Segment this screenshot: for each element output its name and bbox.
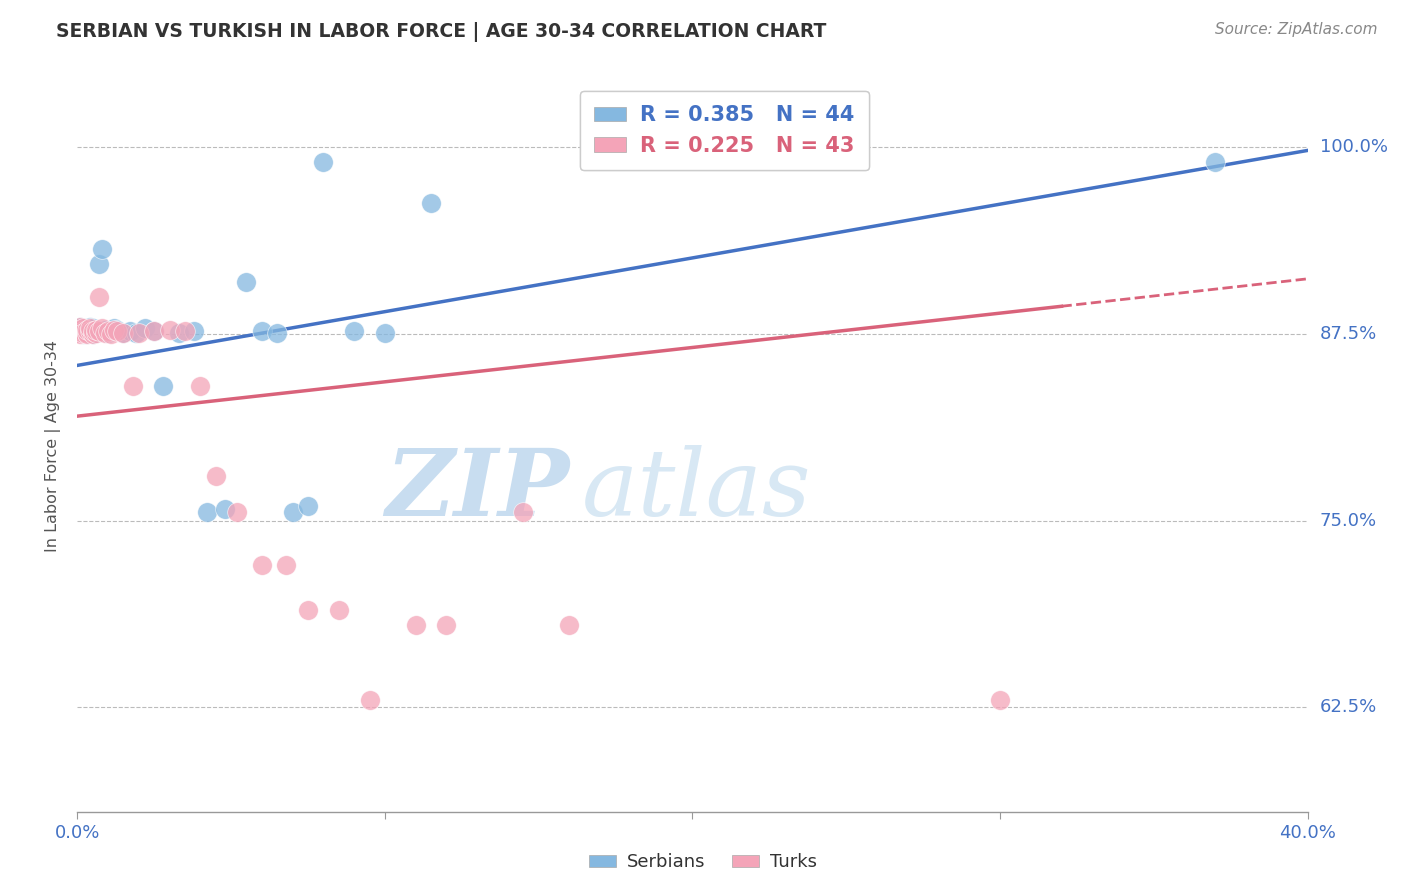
- Point: [72, 326, 94, 340]
- Point: [87, 257, 110, 271]
- Point: [94, 326, 117, 340]
- Point: [204, 468, 226, 483]
- Point: [143, 324, 166, 338]
- Point: [214, 501, 236, 516]
- Point: [79, 319, 101, 334]
- Point: [72, 326, 94, 341]
- Point: [297, 603, 319, 617]
- Point: [420, 195, 443, 210]
- Point: [72, 324, 94, 338]
- Text: 62.5%: 62.5%: [1320, 698, 1376, 716]
- Point: [69, 319, 91, 334]
- Text: atlas: atlas: [582, 445, 811, 535]
- Legend: Serbians, Turks: Serbians, Turks: [582, 847, 824, 879]
- Point: [90, 321, 114, 335]
- Point: [167, 326, 190, 340]
- Point: [72, 326, 94, 340]
- Point: [312, 155, 335, 169]
- Point: [343, 324, 366, 338]
- Point: [84, 326, 107, 340]
- Point: [152, 379, 174, 393]
- Text: 87.5%: 87.5%: [1320, 325, 1376, 343]
- Point: [97, 326, 120, 340]
- Point: [76, 326, 98, 340]
- Point: [436, 618, 458, 632]
- Point: [84, 326, 107, 340]
- Point: [79, 324, 101, 338]
- Point: [97, 324, 120, 338]
- Point: [276, 558, 298, 573]
- Point: [82, 324, 104, 338]
- Text: 100.0%: 100.0%: [1320, 138, 1388, 156]
- Point: [103, 322, 125, 336]
- Point: [72, 321, 94, 335]
- Point: [69, 322, 91, 336]
- Point: [82, 326, 104, 341]
- Point: [84, 322, 107, 336]
- Point: [183, 324, 205, 338]
- Point: [82, 324, 104, 338]
- Point: [226, 505, 249, 519]
- Point: [195, 505, 218, 519]
- Point: [76, 326, 98, 340]
- Point: [134, 321, 156, 335]
- Point: [558, 618, 581, 632]
- Point: [72, 321, 94, 335]
- Point: [112, 326, 135, 340]
- Point: [69, 326, 91, 341]
- Point: [250, 558, 273, 573]
- Point: [69, 319, 91, 334]
- Point: [143, 324, 166, 338]
- Point: [297, 499, 319, 513]
- Point: [988, 692, 1011, 706]
- Text: Source: ZipAtlas.com: Source: ZipAtlas.com: [1215, 22, 1378, 37]
- Point: [76, 326, 98, 341]
- Point: [79, 321, 101, 335]
- Point: [359, 692, 381, 706]
- Point: [128, 326, 150, 340]
- Point: [405, 618, 427, 632]
- Point: [512, 505, 534, 519]
- Point: [79, 324, 101, 338]
- Point: [188, 379, 212, 393]
- Point: [235, 275, 257, 289]
- Point: [112, 326, 135, 340]
- Point: [1204, 155, 1226, 169]
- Text: 75.0%: 75.0%: [1320, 512, 1376, 530]
- Point: [103, 321, 125, 335]
- Text: SERBIAN VS TURKISH IN LABOR FORCE | AGE 30-34 CORRELATION CHART: SERBIAN VS TURKISH IN LABOR FORCE | AGE …: [56, 22, 827, 42]
- Point: [84, 322, 107, 336]
- Point: [69, 326, 91, 340]
- Point: [174, 324, 197, 338]
- Point: [76, 322, 98, 336]
- Point: [76, 326, 98, 341]
- Point: [69, 322, 91, 336]
- Text: ZIP: ZIP: [385, 445, 569, 535]
- Point: [374, 326, 396, 340]
- Point: [72, 324, 94, 338]
- Point: [87, 290, 110, 304]
- Point: [159, 322, 181, 336]
- Point: [250, 324, 273, 338]
- Point: [121, 379, 143, 393]
- Point: [82, 326, 104, 341]
- Point: [76, 322, 98, 336]
- Point: [94, 322, 117, 336]
- Point: [266, 326, 288, 340]
- Y-axis label: In Labor Force | Age 30-34: In Labor Force | Age 30-34: [45, 340, 62, 552]
- Point: [90, 242, 114, 256]
- Point: [328, 603, 350, 617]
- Point: [105, 324, 128, 338]
- Point: [105, 322, 128, 336]
- Point: [281, 505, 304, 519]
- Point: [100, 326, 122, 341]
- Point: [100, 324, 122, 338]
- Legend: R = 0.385   N = 44, R = 0.225   N = 43: R = 0.385 N = 44, R = 0.225 N = 43: [579, 91, 869, 170]
- Point: [125, 326, 148, 340]
- Point: [82, 321, 104, 335]
- Point: [69, 326, 91, 340]
- Point: [87, 324, 110, 338]
- Point: [118, 324, 141, 338]
